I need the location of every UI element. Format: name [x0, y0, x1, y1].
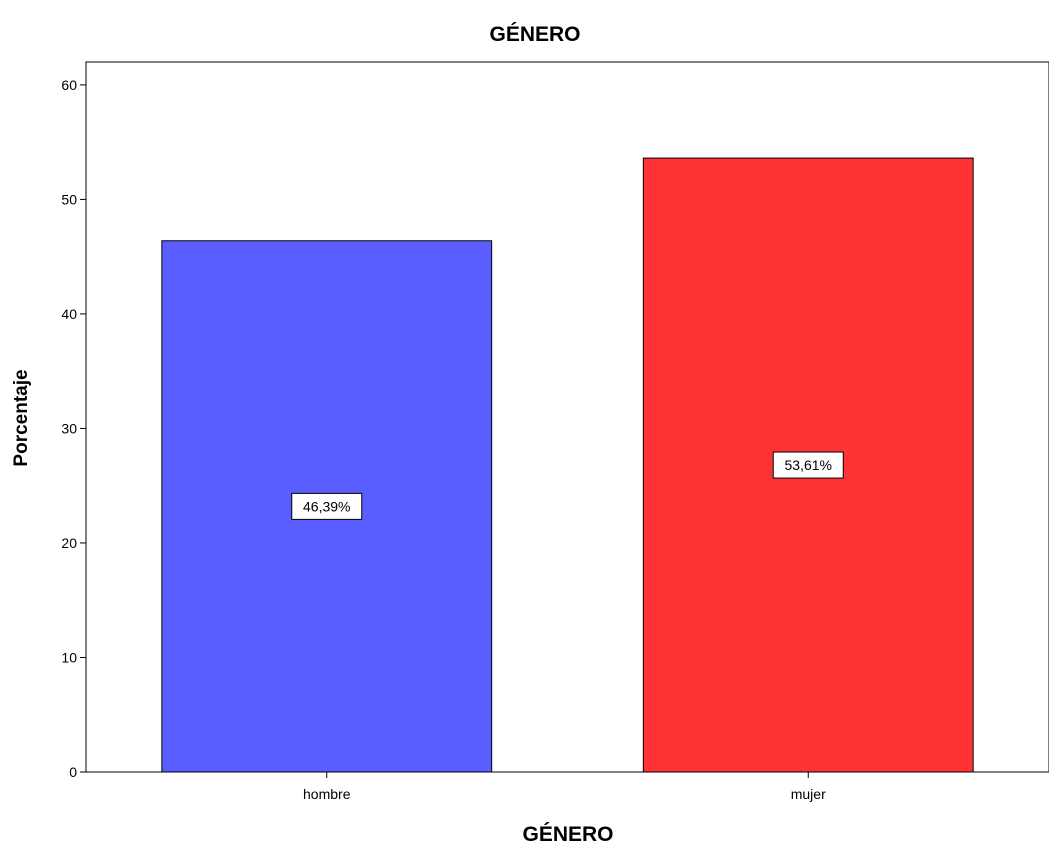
x-tick-label-mujer: mujer [791, 786, 826, 802]
y-axis: 0 10 20 30 40 50 60 [61, 77, 86, 780]
y-tick-label: 40 [61, 306, 77, 322]
x-axis: hombre mujer [303, 772, 826, 802]
data-label: 53,61% [785, 457, 832, 473]
x-tick-label-hombre: hombre [303, 786, 351, 802]
y-axis-label: Porcentaje [11, 369, 32, 466]
y-tick-label: 10 [61, 649, 77, 665]
y-tick-label: 0 [69, 764, 77, 780]
y-tick-label: 60 [61, 77, 77, 93]
y-tick-label: 50 [61, 191, 77, 207]
x-axis-label: GÉNERO [522, 823, 613, 846]
data-label: 46,39% [303, 498, 350, 514]
data-label-box [291, 492, 363, 520]
bars: 46,39% 53,61% [161, 157, 974, 773]
data-label-box [772, 451, 844, 479]
chart-title: GÉNERO [489, 23, 580, 46]
y-tick-label: 20 [61, 535, 77, 551]
y-tick-label: 30 [61, 420, 77, 436]
